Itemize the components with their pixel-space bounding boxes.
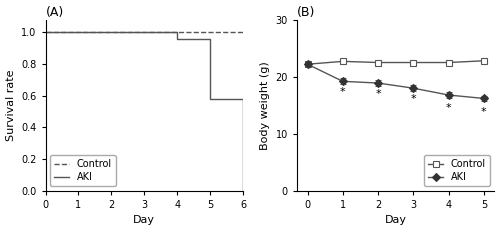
Y-axis label: Survival rate: Survival rate	[6, 70, 16, 141]
AKI	[207, 37, 213, 40]
X-axis label: Day: Day	[134, 216, 156, 225]
Y-axis label: Body weight (g): Body weight (g)	[260, 61, 270, 150]
AKI	[207, 97, 213, 100]
Text: (A): (A)	[46, 6, 64, 18]
AKI	[42, 31, 48, 34]
AKI	[174, 31, 180, 34]
X-axis label: Day: Day	[384, 216, 406, 225]
Text: *: *	[446, 103, 452, 113]
AKI	[174, 37, 180, 40]
Text: *: *	[410, 94, 416, 104]
Text: *: *	[481, 106, 486, 117]
Text: *: *	[375, 89, 381, 99]
Legend: Control, AKI: Control, AKI	[50, 155, 116, 186]
Text: *: *	[340, 87, 345, 97]
AKI	[240, 97, 246, 100]
AKI	[240, 189, 246, 192]
Line: AKI: AKI	[46, 32, 243, 191]
Text: (B): (B)	[297, 6, 316, 18]
Legend: Control, AKI: Control, AKI	[424, 155, 490, 186]
